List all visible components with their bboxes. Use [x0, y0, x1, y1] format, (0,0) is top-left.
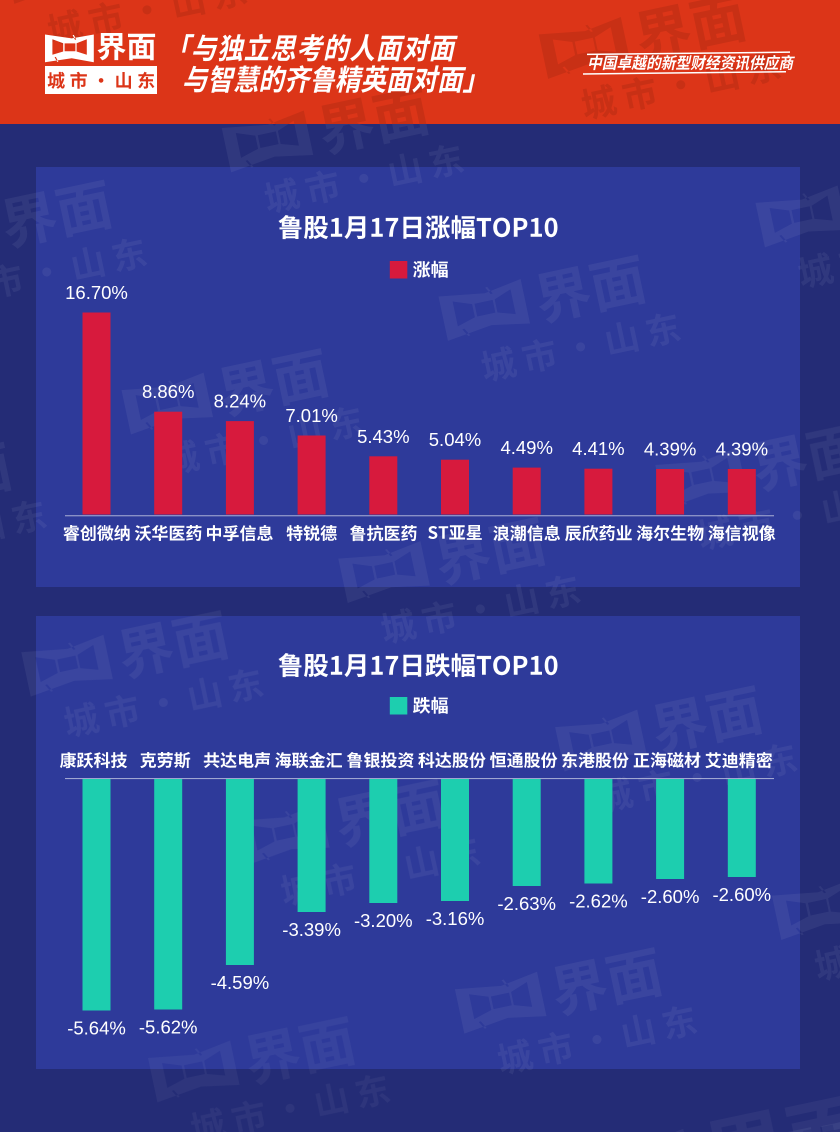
- svg-text:-3.16%: -3.16%: [426, 908, 485, 929]
- svg-text:-2.60%: -2.60%: [712, 884, 771, 905]
- svg-text:5.43%: 5.43%: [357, 426, 409, 447]
- svg-text:-2.63%: -2.63%: [497, 893, 556, 914]
- svg-text:-3.39%: -3.39%: [282, 919, 341, 940]
- svg-text:4.39%: 4.39%: [716, 439, 768, 460]
- svg-text:-4.59%: -4.59%: [211, 972, 270, 993]
- svg-text:-5.64%: -5.64%: [67, 1018, 126, 1039]
- svg-text:8.24%: 8.24%: [214, 391, 266, 412]
- svg-text:-2.62%: -2.62%: [569, 891, 628, 912]
- svg-text:-5.62%: -5.62%: [139, 1017, 198, 1038]
- svg-text:5.04%: 5.04%: [429, 429, 481, 450]
- svg-text:8.86%: 8.86%: [142, 381, 194, 402]
- svg-text:7.01%: 7.01%: [285, 405, 337, 426]
- svg-text:4.49%: 4.49%: [500, 437, 552, 458]
- svg-text:16.70%: 16.70%: [65, 282, 128, 303]
- svg-text:4.41%: 4.41%: [572, 438, 624, 459]
- svg-text:-2.60%: -2.60%: [641, 886, 700, 907]
- svg-text:4.39%: 4.39%: [644, 439, 696, 460]
- svg-text:-3.20%: -3.20%: [354, 910, 413, 931]
